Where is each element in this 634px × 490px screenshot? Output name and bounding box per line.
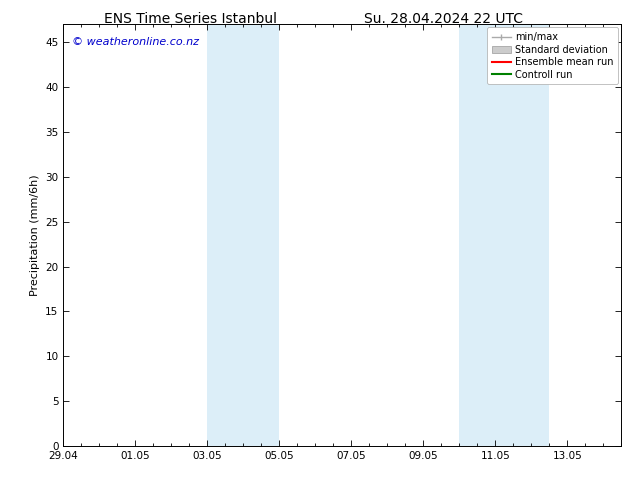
Bar: [207, 24, 280, 446]
Legend: min/max, Standard deviation, Ensemble mean run, Controll run: min/max, Standard deviation, Ensemble me…: [487, 27, 618, 84]
Text: Su. 28.04.2024 22 UTC: Su. 28.04.2024 22 UTC: [365, 12, 523, 26]
Text: ENS Time Series Istanbul: ENS Time Series Istanbul: [104, 12, 276, 26]
Bar: [460, 24, 549, 446]
Text: © weatheronline.co.nz: © weatheronline.co.nz: [72, 37, 199, 47]
Y-axis label: Precipitation (mm/6h): Precipitation (mm/6h): [30, 174, 40, 296]
